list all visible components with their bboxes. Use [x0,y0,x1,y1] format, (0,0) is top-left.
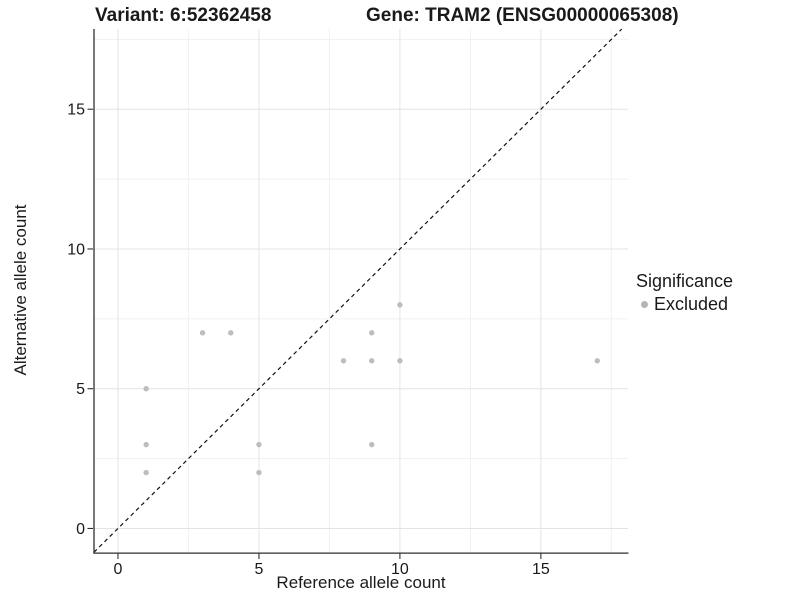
legend-title: Significance [636,271,734,291]
data-point [397,302,403,308]
data-point [256,469,262,476]
x-tick-label: 0 [114,561,123,578]
x-axis-title: Reference allele count [276,573,446,592]
data-point [369,358,375,364]
y-tick-label: 0 [76,521,85,538]
data-point [397,358,403,364]
x-tick-label: 5 [254,561,263,578]
legend-item-label: Excluded [654,294,729,314]
data-point [340,358,347,364]
data-point [228,330,234,336]
data-point [199,330,206,336]
legend-point-icon [641,301,648,308]
data-point [143,386,149,392]
x-tick-label: 15 [532,561,550,578]
y-axis-title: Alternative allele count [11,204,30,376]
data-point [256,441,262,448]
data-point [594,358,600,364]
y-tick-label: 15 [67,102,85,119]
data-point [143,441,149,448]
y-tick-label: 5 [76,381,85,398]
y-tick-label: 10 [67,241,85,258]
x-tick-label: 10 [391,561,409,578]
data-point [143,469,149,476]
data-point [369,441,375,448]
variant-title: Variant: 6:52362458 [95,5,272,26]
legend: Significance Excluded [636,271,733,315]
gene-title: Gene: TRAM2 (ENSG00000065308) [366,5,679,26]
legend-item-excluded: Excluded [636,294,733,315]
data-point [369,330,375,336]
identity-line [93,28,623,553]
